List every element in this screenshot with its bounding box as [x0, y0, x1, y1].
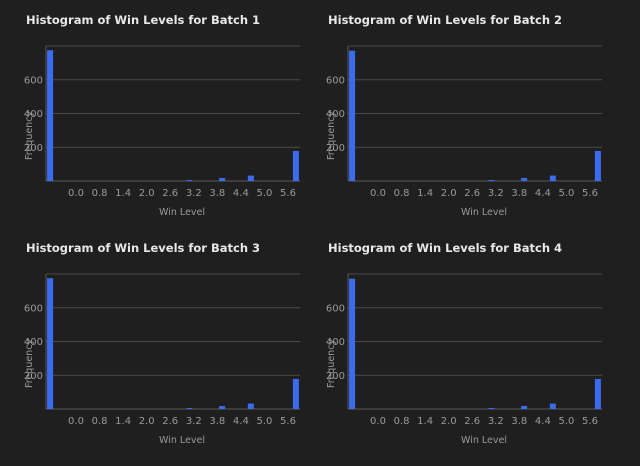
- x-tick-label: 0.8: [92, 188, 108, 199]
- x-tick-label: 2.6: [464, 188, 480, 199]
- x-tick-label: 3.8: [511, 416, 527, 427]
- histogram-bar: [47, 50, 54, 181]
- x-tick-label: 3.2: [488, 188, 504, 199]
- histogram-bar: [488, 408, 495, 409]
- x-tick-label: 4.4: [535, 188, 551, 199]
- chart-title: Histogram of Win Levels for Batch 2: [328, 13, 562, 27]
- y-axis-label: Frequency: [24, 339, 35, 388]
- chart-batch-2: Histogram of Win Levels for Batch 2 200 40…: [322, 8, 622, 228]
- chart-svg: Histogram of Win Levels for Batch 2 200 40…: [326, 13, 602, 218]
- histogram-bar: [549, 403, 556, 409]
- x-tick-label: 0.0: [68, 188, 84, 199]
- x-tick-label: 5.6: [280, 416, 296, 427]
- histogram-bar: [521, 177, 528, 181]
- histogram-bar: [186, 408, 193, 409]
- y-tick-label: 600: [326, 75, 345, 86]
- histogram-bar: [219, 405, 226, 409]
- x-tick-label: 5.0: [256, 416, 272, 427]
- x-tick-label: 5.0: [558, 188, 574, 199]
- histogram-bar: [521, 405, 528, 409]
- chart-title: Histogram of Win Levels for Batch 1: [26, 13, 260, 27]
- x-tick-label: 0.8: [394, 188, 410, 199]
- x-tick-label: 1.4: [115, 188, 131, 199]
- x-tick-label: 0.8: [394, 416, 410, 427]
- x-tick-label: 0.8: [92, 416, 108, 427]
- x-tick-label: 5.6: [280, 188, 296, 199]
- histogram-bar: [292, 150, 299, 181]
- histogram-bar: [247, 175, 254, 181]
- y-tick-label: 200: [326, 371, 345, 382]
- x-tick-label: 4.4: [233, 416, 249, 427]
- x-tick-label: 1.4: [417, 188, 433, 199]
- x-axis-label: Win Level: [461, 435, 507, 446]
- x-axis-label: Win Level: [159, 207, 205, 218]
- y-tick-label: 400: [24, 109, 43, 120]
- x-tick-label: 2.0: [441, 188, 457, 199]
- y-tick-label: 200: [326, 143, 345, 154]
- x-tick-label: 5.0: [558, 416, 574, 427]
- histogram-bar: [247, 403, 254, 409]
- chart-batch-3: Histogram of Win Levels for Batch 3 200 40…: [20, 236, 320, 456]
- chart-title: Histogram of Win Levels for Batch 3: [26, 241, 260, 255]
- histogram-bar: [594, 378, 601, 409]
- x-tick-label: 5.6: [582, 416, 598, 427]
- x-tick-label: 3.8: [209, 188, 225, 199]
- x-tick-label: 5.0: [256, 188, 272, 199]
- histogram-bar: [186, 180, 193, 181]
- histogram-bar: [292, 378, 299, 409]
- x-tick-label: 3.2: [186, 416, 202, 427]
- x-tick-label: 3.2: [186, 188, 202, 199]
- x-tick-label: 0.0: [370, 416, 386, 427]
- x-tick-label: 3.2: [488, 416, 504, 427]
- y-axis-label: Frequency: [24, 111, 35, 160]
- y-tick-label: 600: [326, 303, 345, 314]
- histogram-bar: [488, 180, 495, 181]
- x-tick-label: 3.8: [209, 416, 225, 427]
- x-tick-label: 2.6: [464, 416, 480, 427]
- histogram-bar: [349, 50, 356, 181]
- x-tick-label: 1.4: [417, 416, 433, 427]
- y-tick-label: 600: [24, 75, 43, 86]
- x-tick-label: 4.4: [233, 188, 249, 199]
- x-tick-label: 2.0: [139, 416, 155, 427]
- histogram-bar: [549, 175, 556, 181]
- y-tick-label: 200: [24, 371, 43, 382]
- chart-batch-4: Histogram of Win Levels for Batch 4 200 40…: [322, 236, 622, 456]
- y-tick-label: 400: [24, 337, 43, 348]
- chart-batch-1: Histogram of Win Levels for Batch 1 200 40…: [20, 8, 320, 228]
- x-tick-label: 0.0: [370, 188, 386, 199]
- x-tick-label: 2.6: [162, 416, 178, 427]
- x-tick-label: 4.4: [535, 416, 551, 427]
- chart-svg: Histogram of Win Levels for Batch 1 200 40…: [24, 13, 300, 218]
- histogram-bar: [47, 278, 54, 409]
- x-tick-label: 3.8: [511, 188, 527, 199]
- x-axis-label: Win Level: [461, 207, 507, 218]
- x-tick-label: 2.0: [139, 188, 155, 199]
- histogram-bar: [219, 177, 226, 181]
- x-tick-label: 5.6: [582, 188, 598, 199]
- y-tick-label: 400: [326, 337, 345, 348]
- chart-svg: Histogram of Win Levels for Batch 3 200 40…: [24, 241, 300, 446]
- chart-title: Histogram of Win Levels for Batch 4: [328, 241, 562, 255]
- x-tick-label: 0.0: [68, 416, 84, 427]
- x-tick-label: 2.0: [441, 416, 457, 427]
- histogram-bar: [594, 150, 601, 181]
- y-axis-label: Frequency: [326, 111, 337, 160]
- y-tick-label: 400: [326, 109, 345, 120]
- x-tick-label: 2.6: [162, 188, 178, 199]
- histogram-bar: [349, 278, 356, 409]
- y-tick-label: 200: [24, 143, 43, 154]
- chart-svg: Histogram of Win Levels for Batch 4 200 40…: [326, 241, 602, 446]
- y-axis-label: Frequency: [326, 339, 337, 388]
- x-axis-label: Win Level: [159, 435, 205, 446]
- y-tick-label: 600: [24, 303, 43, 314]
- x-tick-label: 1.4: [115, 416, 131, 427]
